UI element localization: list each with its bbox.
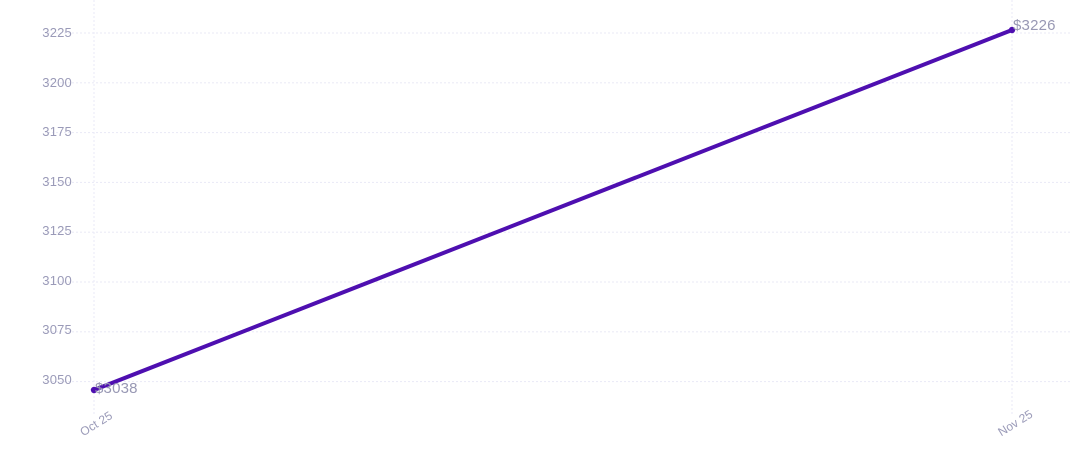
y-tick-label: 3150 (42, 174, 72, 189)
y-tick-label: 3175 (42, 124, 72, 139)
y-tick-label: 3125 (42, 223, 72, 238)
series-line (92, 28, 1014, 392)
horizontal-gridlines (45, 32, 1070, 383)
data-point-end[interactable] (1008, 26, 1016, 34)
y-tick-label: 3050 (42, 372, 72, 387)
data-point-start[interactable] (90, 386, 98, 394)
y-tick-label: 3100 (42, 273, 72, 288)
y-tick-label: 3200 (42, 75, 72, 90)
vertical-gridlines (93, 0, 1013, 416)
y-tick-label: 3075 (42, 322, 72, 337)
data-point-label-start: $3038 (95, 380, 138, 397)
y-tick-label: 3225 (42, 25, 72, 40)
data-point-label-end: $3226 (1013, 17, 1056, 34)
series-value (90, 26, 1016, 394)
